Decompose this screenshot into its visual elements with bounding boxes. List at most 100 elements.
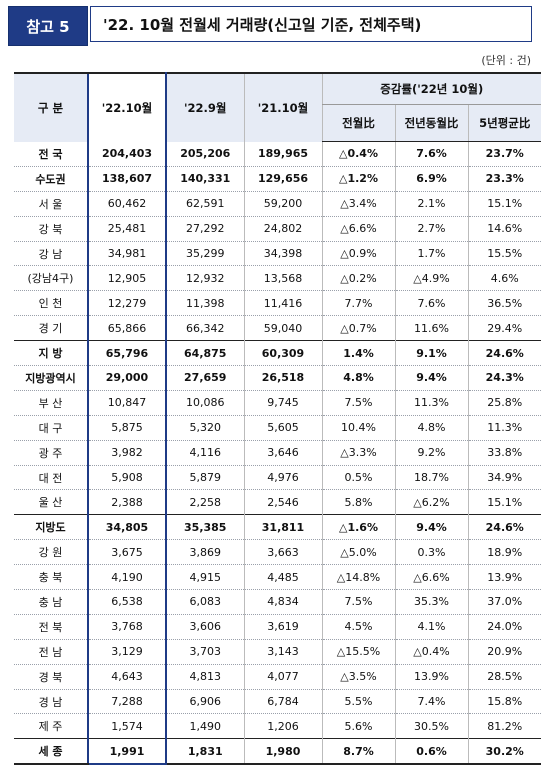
table-row: 강 원 3,675 3,869 3,663 △5.0% 0.3% 18.9% [14,539,541,566]
previous-year-cell: 1,980 [243,738,322,766]
region-cell: 대 전 [14,465,88,491]
previous-month-cell: 4,915 [165,564,244,591]
previous-year-cell: 13,568 [243,265,322,292]
current-month-cell: 34,981 [87,241,167,267]
page-header: 참고 5 '22. 10월 전월세 거래량(신고일 기준, 전체주택) [8,6,534,46]
yoy-cell: 18.7% [394,465,468,491]
mom-cell: △0.7% [321,315,395,342]
yoy-cell: 1.7% [394,241,468,267]
current-month-cell: 12,279 [87,290,167,317]
region-cell: 지방도 [14,514,88,541]
yoy-cell: △4.9% [394,265,468,292]
current-month-cell: 5,875 [87,415,167,441]
yoy-cell: 6.9% [394,166,468,192]
header-rate-group: 증감률('22년 10월) [321,72,541,105]
mom-cell: △3.5% [321,664,395,690]
current-month-cell: 4,190 [87,564,167,591]
current-month-cell: 5,908 [87,465,167,491]
region-cell: 지 방 [14,340,88,367]
header-mom: 전월比 [321,104,395,142]
page-title: '22. 10월 전월세 거래량(신고일 기준, 전체주택) [90,6,532,42]
previous-month-cell: 3,606 [165,614,244,640]
table-row: 부 산 10,847 10,086 9,745 7.5% 11.3% 25.8% [14,390,541,416]
previous-year-cell: 4,976 [243,465,322,491]
table-row: 경 남 7,288 6,906 6,784 5.5% 7.4% 15.8% [14,689,541,715]
mom-cell: 7.5% [321,589,395,615]
current-month-cell: 4,643 [87,664,167,690]
five-year-avg-cell: 37.0% [467,589,541,615]
current-month-cell: 29,000 [87,365,167,391]
five-year-avg-cell: 18.9% [467,539,541,566]
previous-month-cell: 10,086 [165,390,244,416]
mom-cell: △0.9% [321,241,395,267]
yoy-cell: 7.6% [394,141,468,167]
table-row: 강 북 25,481 27,292 24,802 △6.6% 2.7% 14.6% [14,216,541,242]
yoy-cell: △0.4% [394,639,468,665]
current-month-cell: 7,288 [87,689,167,715]
region-cell: 대 구 [14,415,88,441]
mom-cell: △14.8% [321,564,395,591]
five-year-avg-cell: 15.1% [467,191,541,217]
current-month-cell: 60,462 [87,191,167,217]
mom-cell: 7.5% [321,390,395,416]
table-row: 인 천 12,279 11,398 11,416 7.7% 7.6% 36.5% [14,290,541,317]
table-row: 지방도 34,805 35,385 31,811 △1.6% 9.4% 24.6% [14,514,541,541]
five-year-avg-cell: 15.1% [467,489,541,516]
previous-month-cell: 64,875 [165,340,244,367]
table-row: 지방광역시 29,000 27,659 26,518 4.8% 9.4% 24.3% [14,365,541,391]
previous-month-cell: 27,659 [165,365,244,391]
current-month-cell: 1,574 [87,713,167,740]
previous-month-cell: 35,385 [165,514,244,541]
previous-month-cell: 1,490 [165,713,244,740]
current-month-cell: 12,905 [87,265,167,292]
mom-cell: △6.6% [321,216,395,242]
yoy-cell: 2.7% [394,216,468,242]
region-cell: 경 북 [14,664,88,690]
previous-month-cell: 6,083 [165,589,244,615]
mom-cell: 5.8% [321,489,395,516]
previous-year-cell: 3,663 [243,539,322,566]
previous-month-cell: 5,320 [165,415,244,441]
table-row: 제 주 1,574 1,490 1,206 5.6% 30.5% 81.2% [14,713,541,740]
previous-month-cell: 62,591 [165,191,244,217]
current-month-cell: 3,129 [87,639,167,665]
previous-month-cell: 11,398 [165,290,244,317]
region-cell: 인 천 [14,290,88,317]
previous-year-cell: 3,646 [243,440,322,466]
yoy-cell: 11.6% [394,315,468,342]
previous-month-cell: 5,879 [165,465,244,491]
mom-cell: △5.0% [321,539,395,566]
previous-month-cell: 1,831 [165,738,244,766]
current-month-cell: 6,538 [87,589,167,615]
table-row: 전 남 3,129 3,703 3,143 △15.5% △0.4% 20.9% [14,639,541,665]
five-year-avg-cell: 20.9% [467,639,541,665]
five-year-avg-cell: 23.7% [467,141,541,167]
previous-year-cell: 4,485 [243,564,322,591]
unit-note: (단위 : 건) [481,54,531,67]
transaction-table: 구 분 '22.10월 '22.9월 '21.10월 증감률('22년 10월)… [14,72,541,766]
yoy-cell: 7.4% [394,689,468,715]
five-year-avg-cell: 36.5% [467,290,541,317]
previous-year-cell: 6,784 [243,689,322,715]
five-year-avg-cell: 30.2% [467,738,541,766]
mom-cell: △3.4% [321,191,395,217]
previous-month-cell: 35,299 [165,241,244,267]
previous-year-cell: 59,040 [243,315,322,342]
region-cell: 전 북 [14,614,88,640]
current-month-cell: 10,847 [87,390,167,416]
previous-year-cell: 24,802 [243,216,322,242]
current-month-cell: 25,481 [87,216,167,242]
mom-cell: 4.5% [321,614,395,640]
table-row: 전 북 3,768 3,606 3,619 4.5% 4.1% 24.0% [14,614,541,640]
table-row: 경 북 4,643 4,813 4,077 △3.5% 13.9% 28.5% [14,664,541,690]
mom-cell: △15.5% [321,639,395,665]
five-year-avg-cell: 15.8% [467,689,541,715]
header-yoy: 전년동월比 [394,104,468,142]
yoy-cell: 9.4% [394,514,468,541]
previous-year-cell: 59,200 [243,191,322,217]
yoy-cell: 0.6% [394,738,468,766]
mom-cell: 8.7% [321,738,395,766]
region-cell: 전 남 [14,639,88,665]
yoy-cell: 0.3% [394,539,468,566]
five-year-avg-cell: 24.6% [467,340,541,367]
